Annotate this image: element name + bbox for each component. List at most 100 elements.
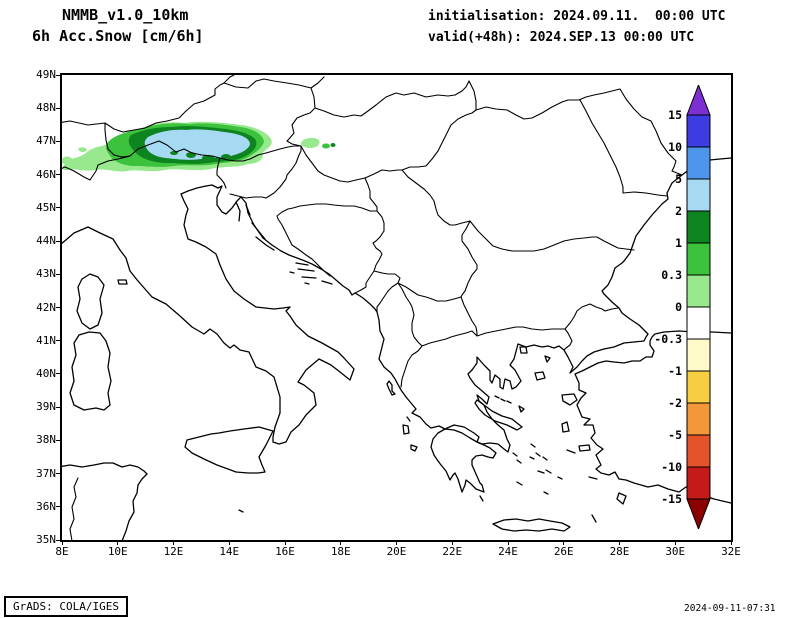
variable-name: 6h Acc.Snow [cm/6h] <box>32 27 204 45</box>
lat-tick <box>56 406 62 408</box>
lat-tick <box>56 240 62 242</box>
coastline-layer <box>62 157 731 540</box>
colorbar-arrow-bottom <box>686 498 711 529</box>
lon-tick <box>674 540 676 545</box>
lat-tick-label: 48N <box>36 101 56 115</box>
colorbar <box>686 85 711 529</box>
coastline-north-africa <box>62 462 148 540</box>
lon-tick-label: 12E <box>163 545 184 558</box>
lon-tick-label: 8E <box>55 545 69 558</box>
colorbar-label: -0.3 <box>654 332 682 346</box>
colorbar-segment-2 <box>686 210 711 244</box>
lat-tick-label: 44N <box>36 234 56 248</box>
lat-tick <box>56 307 62 308</box>
lat-tick <box>56 373 62 375</box>
colorbar-label: -2 <box>668 396 682 410</box>
lat-tick <box>56 506 62 508</box>
lon-tick <box>284 540 286 545</box>
colorbar-segment-5 <box>686 178 711 212</box>
snow-shading-layer <box>62 121 336 172</box>
lat-tick-label: 41N <box>36 333 56 347</box>
lon-tick-label: 28E <box>609 545 630 558</box>
snow-spot <box>202 155 214 161</box>
colorbar-segment-10 <box>686 146 711 180</box>
lon-tick-label: 14E <box>219 545 240 558</box>
colorbar-label: -1 <box>668 364 682 378</box>
colorbar-label: 0 <box>675 300 682 314</box>
colorbar-segment--2 <box>686 402 711 436</box>
valid-time: valid(+48h): 2024.SEP.13 00:00 UTC <box>428 30 695 45</box>
lon-tick <box>61 540 63 545</box>
colorbar-segment-15 <box>686 114 711 148</box>
lon-tick <box>173 540 174 545</box>
lat-tick-label: 49N <box>36 68 56 81</box>
lon-tick <box>396 540 397 545</box>
lon-tick <box>730 540 732 545</box>
colorbar-arrow-top <box>686 85 711 116</box>
lon-tick <box>340 540 342 545</box>
borders-central-europe <box>216 75 477 199</box>
initialisation-time: initialisation: 2024.09.11. 00:00 UTC <box>428 9 726 24</box>
lat-tick <box>56 107 62 109</box>
colorbar-segment-1 <box>686 242 711 276</box>
lon-tick-label: 18E <box>330 545 351 558</box>
lon-tick <box>619 540 620 545</box>
borders-balkans <box>276 177 619 388</box>
snow-spot-east <box>330 143 336 147</box>
colorbar-label: 0.3 <box>661 268 682 282</box>
snow-spot-east <box>322 143 330 149</box>
lon-tick <box>563 540 565 545</box>
lat-tick <box>56 539 62 541</box>
lon-tick <box>507 540 509 545</box>
colorbar-label: -15 <box>661 492 682 506</box>
colorbar-segment--1 <box>686 370 711 404</box>
colorbar-segment-0.3 <box>686 274 711 308</box>
lon-tick-label: 26E <box>553 545 574 558</box>
colorbar-label: 15 <box>668 108 682 122</box>
coastline-italy-balkans-greece <box>62 157 731 453</box>
lat-tick <box>56 74 62 76</box>
lat-tick-label: 46N <box>36 167 56 181</box>
lon-tick-label: 22E <box>442 545 463 558</box>
lon-tick-label: 10E <box>107 545 128 558</box>
lat-tick-label: 47N <box>36 134 56 148</box>
grads-credit-box: GrADS: COLA/IGES <box>4 596 128 617</box>
lon-tick <box>117 540 119 545</box>
lat-tick-label: 45N <box>36 200 56 214</box>
lon-tick-label: 20E <box>386 545 407 558</box>
colorbar-segment--10 <box>686 466 711 500</box>
lon-tick <box>451 540 453 545</box>
colorbar-label: -10 <box>661 460 682 474</box>
colorbar-label: 5 <box>675 172 682 186</box>
colorbar-label: 10 <box>668 140 682 154</box>
colorbar-label: 1 <box>675 236 682 250</box>
border-north-africa <box>69 477 79 540</box>
coastline-peloponnese <box>430 428 497 493</box>
lat-tick-label: 42N <box>36 300 56 314</box>
borders-alps <box>62 82 225 181</box>
grads-credit-text: GrADS: COLA/IGES <box>13 600 119 613</box>
lon-tick-label: 30E <box>665 545 686 558</box>
map-area <box>60 73 733 542</box>
colorbar-segment--5 <box>686 434 711 468</box>
borders-east-europe <box>364 88 683 298</box>
lon-tick-label: 24E <box>498 545 518 558</box>
colorbar-segment-0 <box>686 306 711 340</box>
colorbar-label: 2 <box>675 204 682 218</box>
border-layer <box>62 75 683 540</box>
lat-tick <box>56 140 62 142</box>
lon-tick-label: 16E <box>275 545 295 558</box>
lat-tick <box>56 340 62 342</box>
lon-tick-label: 32E <box>721 545 741 558</box>
lat-tick <box>56 207 62 209</box>
lat-tick-label: 36N <box>36 499 56 513</box>
lat-tick <box>56 473 62 475</box>
colorbar-segment--0.3 <box>686 338 711 372</box>
lat-tick <box>56 439 62 441</box>
creation-timestamp: 2024-09-11-07:31 <box>684 603 776 614</box>
model-name: NMMB_v1.0_10km <box>62 6 189 24</box>
lat-tick <box>56 174 62 176</box>
lat-tick-label: 35N <box>36 533 56 546</box>
coastline-turkey-blacksea <box>574 330 731 504</box>
